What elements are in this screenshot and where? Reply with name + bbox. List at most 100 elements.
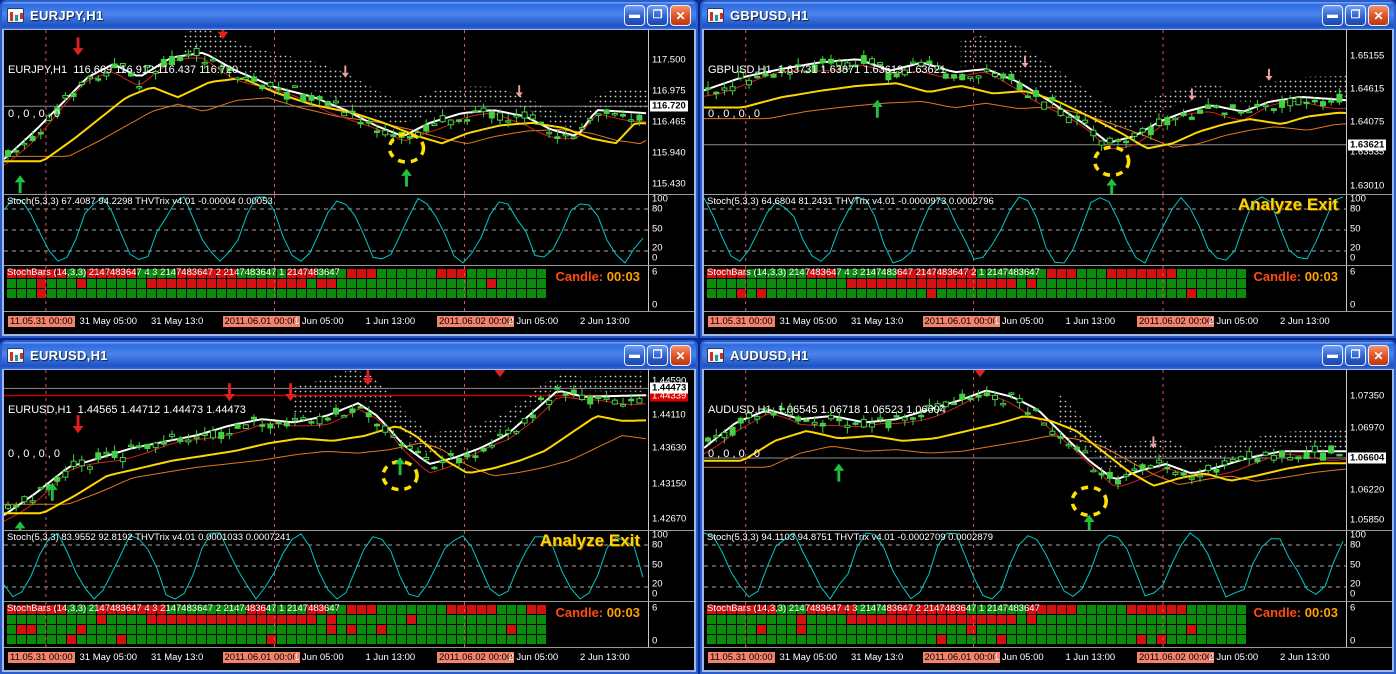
- stochastic-plot[interactable]: Stoch(5,3,3) 67.4087 94.2298 THVTrix v4.…: [4, 195, 649, 265]
- price-plot[interactable]: EURJPY,H1 116.669 116.912 116.437 116.72…: [4, 30, 649, 194]
- stochastic-plot[interactable]: Stoch(5,3,3) 64.6804 81.2431 THVTrix v4.…: [704, 195, 1347, 265]
- time-axis[interactable]: 11.05.31 00:00 31 May 05:00 31 May 13:0 201…: [704, 647, 1392, 670]
- price-scale[interactable]: 117.500 116.975 116.720 116.465 115.940 115.4…: [649, 30, 694, 194]
- price-pane: EURJPY,H1 116.669 116.912 116.437 116.72…: [4, 30, 694, 194]
- price-tick: 116.975: [652, 85, 686, 97]
- time-axis-label: 2 Jun 13:00: [1280, 316, 1330, 327]
- time-axis[interactable]: 11.05.31 00:00 31 May 05:00 31 May 13:0 201…: [704, 311, 1392, 334]
- close-button[interactable]: ✕: [670, 345, 691, 366]
- maximize-button[interactable]: ❐: [1345, 5, 1366, 26]
- price-scale[interactable]: 1.07350 1.06970 1.06604 1.06220 1.05850: [1347, 370, 1392, 530]
- minimize-button[interactable]: ▬: [1322, 345, 1343, 366]
- stochastic-scale: 100 80 50 20 0: [649, 193, 694, 265]
- window-titlebar[interactable]: EURUSD,H1 ▬ ❐ ✕: [2, 342, 696, 369]
- minimize-button[interactable]: ▬: [624, 345, 645, 366]
- chart-icon: [7, 348, 24, 363]
- stochbars-canvas: [7, 266, 546, 311]
- time-axis-label: 1 Jun 13:00: [365, 316, 416, 327]
- stochastic-plot[interactable]: Stoch(5,3,3) 94.1103 94.8751 THVTrix v4.…: [704, 531, 1347, 601]
- close-button[interactable]: ✕: [1368, 5, 1389, 26]
- price-tick: 1.43630: [652, 442, 687, 454]
- chart-window: GBPUSD,H1 ▬ ❐ ✕ GBPUSD,H1 1.63731 1.63871 …: [700, 0, 1396, 338]
- stochbars-scale-tick: 6: [1350, 266, 1356, 278]
- symbol-ohlc-readout: EURJPY,H1 116.669 116.912 116.437 116.72…: [8, 33, 238, 152]
- close-button[interactable]: ✕: [1368, 345, 1389, 366]
- stoch-scale-tick: 100: [652, 193, 668, 205]
- stochbars-plot[interactable]: StochBars (14,3,3) 2147483647 4 3 214748…: [4, 602, 649, 647]
- price-tick: 115.430: [652, 178, 686, 190]
- time-axis[interactable]: 11.05.31 00:00 31 May 05:00 31 May 13:0 201…: [4, 647, 694, 670]
- sell-price-badge: 1.44339: [650, 390, 689, 402]
- stochastic-label: Stoch(5,3,3) 64.6804 81.2431 THVTrix v4.…: [707, 196, 994, 207]
- time-axis-label: 1 Jun 13:00: [365, 652, 416, 663]
- minimize-button[interactable]: ▬: [1322, 5, 1343, 26]
- stochbars-canvas: [7, 602, 546, 647]
- stochastic-label: Stoch(5,3,3) 83.9552 92.8192 THVTrix v4.…: [7, 532, 291, 543]
- time-axis-label: 2 Jun 05:00: [1208, 316, 1259, 327]
- price-plot[interactable]: AUDUSD,H1 1.06545 1.06718 1.06523 1.0660…: [704, 370, 1347, 530]
- candle-countdown-label: Candle:: [1253, 605, 1302, 620]
- current-price-badge: 1.63621: [1348, 139, 1387, 151]
- price-pane: EURUSD,H1 1.44565 1.44712 1.44473 1.4447…: [4, 370, 694, 530]
- time-axis-label: 2011.06.02 00:00: [1137, 652, 1215, 663]
- time-axis-label: 11.05.31 00:00: [8, 652, 75, 663]
- stochbars-plot[interactable]: StochBars (14,3,3) 2147483647 4 3 214748…: [704, 266, 1347, 311]
- candle-countdown-label: Candle:: [1253, 269, 1302, 284]
- price-plot[interactable]: GBPUSD,H1 1.63731 1.63871 1.63619 1.6362…: [704, 30, 1347, 194]
- price-scale[interactable]: 1.44590 1.44473 1.44339 1.44110 1.43630 1.431…: [649, 370, 694, 530]
- stochbars-scale-tick: 0: [652, 299, 658, 311]
- maximize-button[interactable]: ❐: [1345, 345, 1366, 366]
- price-scale[interactable]: 1.65155 1.64615 1.64075 1.63621 1.63535 1.630…: [1347, 30, 1392, 194]
- stoch-scale-tick: 80: [1350, 203, 1361, 215]
- stoch-scale-tick: 50: [652, 223, 663, 235]
- time-axis[interactable]: 11.05.31 00:00 31 May 05:00 31 May 13:0 201…: [4, 311, 694, 334]
- analyze-exit-text: Analyze Exit: [1237, 195, 1338, 214]
- time-axis-label: 2 Jun 13:00: [580, 316, 630, 327]
- stochbars-plot[interactable]: StochBars (14,3,3) 2147483647 4 3 214748…: [4, 266, 649, 311]
- time-axis-corner: [649, 312, 694, 334]
- stochastic-plot[interactable]: Stoch(5,3,3) 83.9552 92.8192 THVTrix v4.…: [4, 531, 649, 601]
- chart-window: EURJPY,H1 ▬ ❐ ✕ EURJPY,H1 116.669 116.912 …: [0, 0, 698, 338]
- time-axis-label: 31 May 13:0: [151, 316, 204, 327]
- stochbars-pane: StochBars (14,3,3) 2147483647 4 3 214748…: [4, 601, 694, 647]
- time-axis-label: 2011.06.01 00:00: [922, 316, 1000, 327]
- price-tick: 116.465: [652, 116, 686, 128]
- stochastic-scale: 100 80 50 20 0: [1347, 529, 1392, 601]
- window-titlebar[interactable]: AUDUSD,H1 ▬ ❐ ✕: [702, 342, 1394, 369]
- stochbars-label: StochBars (14,3,3) 2147483647 4 3 214748…: [707, 603, 1040, 614]
- analyze-exit-text: Analyze Exit: [539, 531, 640, 550]
- time-axis-label: 2 Jun 05:00: [508, 316, 559, 327]
- time-axis-label: 2011.06.02 00:00: [437, 316, 515, 327]
- current-price-badge: 1.06604: [1348, 452, 1387, 464]
- stochbars-scale-tick: 6: [652, 266, 658, 278]
- minimize-button[interactable]: ▬: [624, 5, 645, 26]
- maximize-button[interactable]: ❐: [647, 345, 668, 366]
- window-titlebar[interactable]: EURJPY,H1 ▬ ❐ ✕: [2, 2, 696, 29]
- chart-icon: [707, 8, 724, 23]
- close-button[interactable]: ✕: [670, 5, 691, 26]
- candle-countdown: Candle: 00:03: [1253, 605, 1338, 620]
- price-plot[interactable]: EURUSD,H1 1.44565 1.44712 1.44473 1.4447…: [4, 370, 649, 530]
- stoch-scale-tick: 50: [1350, 559, 1361, 571]
- window-titlebar[interactable]: GBPUSD,H1 ▬ ❐ ✕: [702, 2, 1394, 29]
- stochbars-plot[interactable]: StochBars (14,3,3) 2147483647 4 3 214748…: [704, 602, 1347, 647]
- time-axis-label: 1 Jun 05:00: [994, 652, 1044, 663]
- stoch-scale-tick: 80: [1350, 539, 1361, 551]
- price-pane: GBPUSD,H1 1.63731 1.63871 1.63619 1.6362…: [704, 30, 1392, 194]
- candle-countdown: Candle: 00:03: [555, 605, 640, 620]
- candle-countdown-time: 00:03: [1304, 269, 1338, 284]
- stochbars-pane: StochBars (14,3,3) 2147483647 4 3 214748…: [704, 601, 1392, 647]
- stoch-scale-tick: 100: [1350, 529, 1366, 541]
- stochastic-canvas: [704, 531, 1346, 601]
- candle-countdown-time: 00:03: [606, 269, 640, 284]
- stochastic-canvas: [704, 195, 1346, 265]
- time-axis-label: 1 Jun 05:00: [294, 652, 344, 663]
- maximize-button[interactable]: ❐: [647, 5, 668, 26]
- time-axis-label: 2 Jun 13:00: [1280, 652, 1330, 663]
- time-axis-labels: 11.05.31 00:00 31 May 05:00 31 May 13:0 201…: [4, 648, 649, 670]
- stochbars-scale-tick: 6: [1350, 602, 1356, 614]
- stochastic-pane: Stoch(5,3,3) 67.4087 94.2298 THVTrix v4.…: [4, 194, 694, 265]
- symbol-ohlc-readout: AUDUSD,H1 1.06545 1.06718 1.06523 1.0660…: [708, 373, 946, 492]
- stoch-scale-tick: 80: [652, 539, 663, 551]
